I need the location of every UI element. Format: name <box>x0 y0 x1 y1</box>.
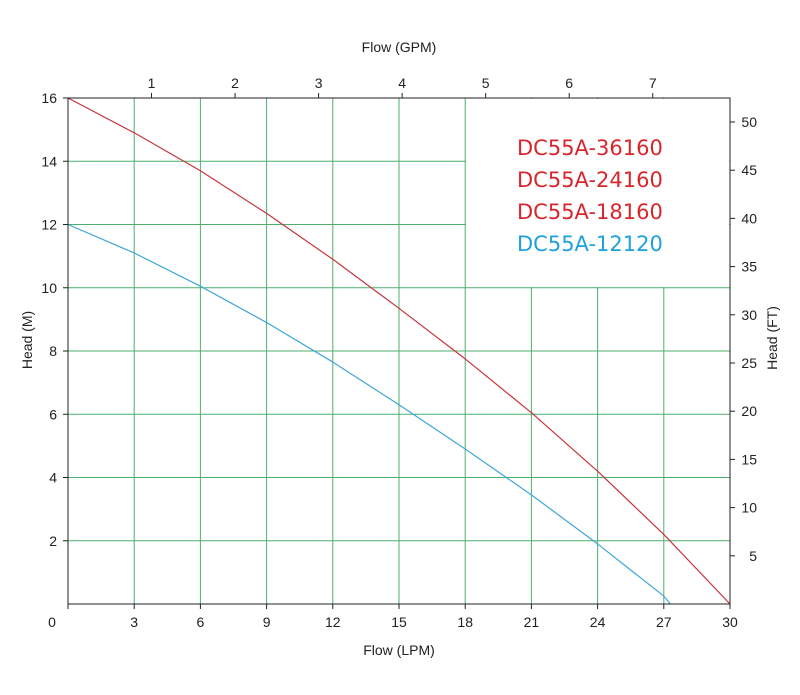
top-tick-label: 2 <box>231 75 239 91</box>
right-tick-label: 25 <box>741 355 757 371</box>
series-layer <box>67 97 731 605</box>
right-tick-label: 50 <box>741 114 757 130</box>
x-axis-title: Flow (LPM) <box>363 642 435 658</box>
legend-entry: DC55A-24160 <box>517 168 663 192</box>
top-tick-label: 3 <box>315 75 323 91</box>
x-tick-label: 21 <box>524 614 540 630</box>
right-tick-label: 35 <box>741 259 757 275</box>
y-tick-label: 4 <box>49 470 57 486</box>
y-tick-label: 8 <box>49 343 57 359</box>
x-tick-label: 6 <box>197 614 205 630</box>
x-tick-label: 3 <box>130 614 138 630</box>
right-tick-label: 20 <box>741 403 757 419</box>
x-tick-label: 9 <box>263 614 271 630</box>
x-tick-label: 12 <box>325 614 341 630</box>
legend-entry: DC55A-12120 <box>517 232 663 256</box>
x-tick-label: 27 <box>656 614 672 630</box>
y-tick-label: 2 <box>49 533 57 549</box>
right-axis-title: Head (FT) <box>764 306 780 370</box>
right-tick-label: 5 <box>749 548 757 564</box>
top-tick-label: 7 <box>649 75 657 91</box>
top-tick-label: 6 <box>565 75 573 91</box>
y-axis-title: Head (M) <box>19 311 35 369</box>
y-tick-label: 6 <box>49 406 57 422</box>
right-tick-label: 30 <box>741 307 757 323</box>
right-tick-label: 45 <box>741 162 757 178</box>
tick-marks <box>63 93 735 609</box>
series-line-2 <box>67 223 671 605</box>
right-tick-label: 40 <box>741 210 757 226</box>
y-tick-label: 14 <box>41 153 57 169</box>
legend: DC55A-36160 DC55A-24160 DC55A-18160 DC55A-1… <box>517 136 663 256</box>
top-axis-title: Flow (GPM) <box>362 39 437 55</box>
legend-entry: DC55A-18160 <box>517 200 663 224</box>
y-tick-label: 10 <box>41 280 57 296</box>
legend-background <box>466 99 729 287</box>
x-tick-label: 15 <box>391 614 407 630</box>
series-line-1 <box>67 97 731 605</box>
top-tick-label: 4 <box>398 75 406 91</box>
right-tick-label: 15 <box>741 451 757 467</box>
x-tick-label: 24 <box>590 614 606 630</box>
top-tick-label: 5 <box>482 75 490 91</box>
x-tick-label: 30 <box>722 614 738 630</box>
legend-entry: DC55A-36160 <box>517 136 663 160</box>
y-tick-label: 16 <box>41 90 57 106</box>
x-tick-label: 18 <box>457 614 473 630</box>
top-tick-label: 1 <box>148 75 156 91</box>
y-tick-label: 12 <box>41 217 57 233</box>
right-tick-label: 10 <box>741 500 757 516</box>
origin-label: 0 <box>48 614 56 630</box>
